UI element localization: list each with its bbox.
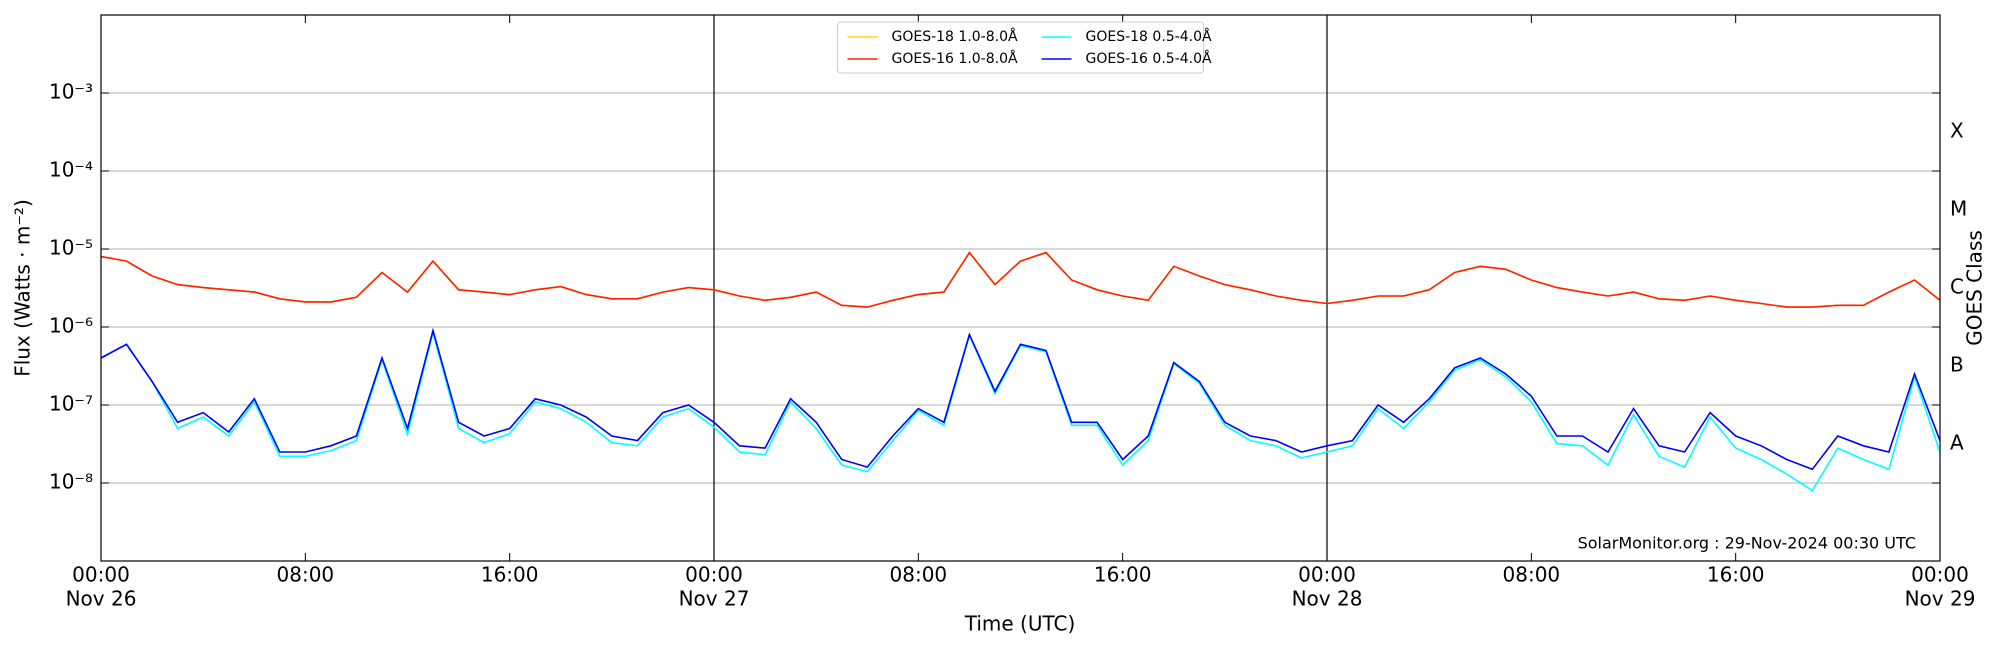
y-tick-label: 10⁻⁷ xyxy=(49,392,93,416)
x-tick-label: 00:00 xyxy=(685,563,743,587)
y2-axis-label: GOES Class xyxy=(1963,230,1987,346)
class-label: X xyxy=(1950,119,1964,143)
series-line xyxy=(100,251,1941,308)
x-tick-label: 16:00 xyxy=(1094,563,1152,587)
x-tick-date: Nov 28 xyxy=(1292,587,1363,611)
class-label: B xyxy=(1950,353,1964,377)
class-label: M xyxy=(1950,197,1967,221)
x-tick-label: 08:00 xyxy=(1503,563,1561,587)
x-tick-date: Nov 29 xyxy=(1905,587,1976,611)
y-tick-label: 10⁻⁸ xyxy=(49,470,93,494)
legend-label: GOES-16 0.5-4.0Å xyxy=(1086,50,1212,67)
x-tick-label: 16:00 xyxy=(1707,563,1765,587)
y-tick-label: 10⁻⁶ xyxy=(49,314,93,338)
x-tick-label: 00:00 xyxy=(1298,563,1356,587)
legend-label: GOES-16 1.0-8.0Å xyxy=(892,50,1018,67)
series-line xyxy=(100,329,1941,492)
legend-box xyxy=(837,21,1204,74)
y-tick-label: 10⁻³ xyxy=(49,80,93,104)
x-tick-date: Nov 27 xyxy=(679,587,750,611)
class-label: C xyxy=(1950,275,1964,299)
x-tick-label: 00:00 xyxy=(72,563,130,587)
legend-label: GOES-18 0.5-4.0Å xyxy=(1086,28,1212,45)
x-tick-label: 08:00 xyxy=(890,563,948,587)
plot-frame xyxy=(100,14,1941,562)
annotation: SolarMonitor.org : 29-Nov-2024 00:30 UTC xyxy=(1578,534,1916,553)
legend-label: GOES-18 1.0-8.0Å xyxy=(892,28,1018,45)
y-tick-label: 10⁻⁵ xyxy=(49,236,93,260)
series-line xyxy=(100,327,1941,471)
y-tick-label: 10⁻⁴ xyxy=(49,158,93,182)
x-tick-date: Nov 26 xyxy=(66,587,137,611)
y-axis-label: Flux (Watts · m⁻²) xyxy=(11,199,35,377)
x-tick-label: 00:00 xyxy=(1911,563,1969,587)
x-tick-label: 08:00 xyxy=(277,563,335,587)
x-axis-label: Time (UTC) xyxy=(964,612,1076,636)
x-tick-label: 16:00 xyxy=(481,563,539,587)
class-label: A xyxy=(1950,431,1964,455)
